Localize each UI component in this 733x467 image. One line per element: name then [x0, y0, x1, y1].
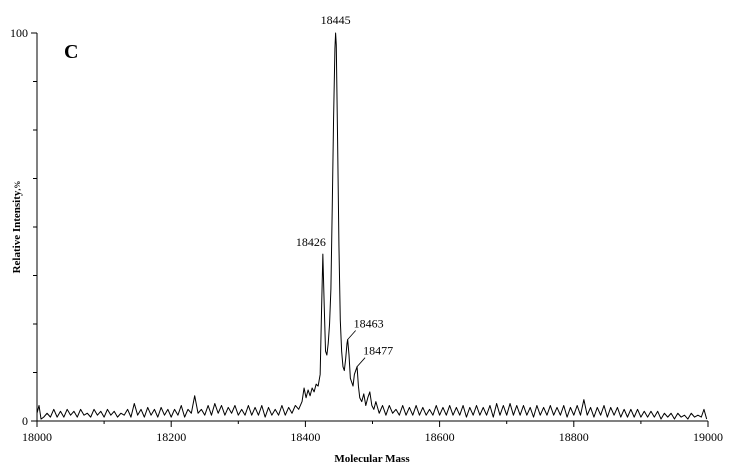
panel-letter: C	[64, 41, 78, 63]
peak-labels: 18426 18445 18463 18477	[296, 13, 393, 367]
x-tick-label: 18800	[559, 430, 589, 444]
spectrum-line	[36, 32, 708, 420]
y-axis-unit: ,%	[13, 181, 22, 191]
y-tick-label: 0	[22, 414, 28, 428]
x-axis-title: Molecular Mass	[334, 453, 410, 465]
x-tick-label: 18200	[156, 430, 186, 444]
peak-leader-line	[356, 357, 366, 367]
x-tick-label: 19000	[693, 430, 723, 444]
peak-label: 18463	[354, 317, 384, 331]
peak-label: 18445	[321, 13, 351, 27]
x-tick-label: 18400	[290, 430, 320, 444]
x-ticks: 18000 18200 18400 18600 18800 19000	[22, 421, 723, 444]
peak-label: 18426	[296, 235, 326, 249]
y-axis-title: Relative Intensity	[11, 190, 23, 273]
y-tick-label: 100	[10, 26, 28, 40]
x-tick-label: 18000	[22, 430, 52, 444]
peak-leader-line	[347, 330, 356, 340]
x-tick-label: 18600	[425, 430, 455, 444]
peak-label: 18477	[363, 344, 393, 358]
y-axis-title-group: Relative Intensity,%	[11, 181, 23, 274]
y-ticks: 0 100	[10, 26, 37, 428]
